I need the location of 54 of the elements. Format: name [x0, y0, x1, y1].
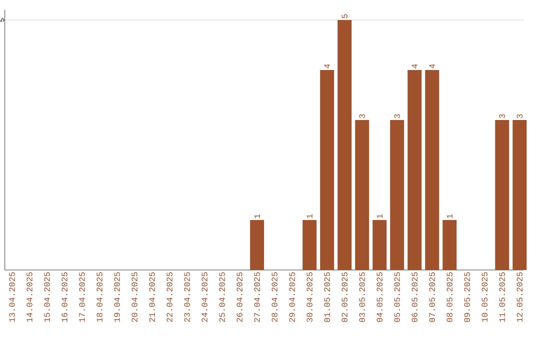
x-tick-label: 19.04.2025: [114, 272, 120, 322]
data-label: 1: [254, 214, 260, 218]
x-tick-label: 15.04.2025: [44, 272, 50, 322]
bar: [338, 20, 352, 270]
x-tick-label: 06.05.2025: [412, 272, 418, 322]
data-label: 3: [499, 114, 505, 118]
data-label: 4: [324, 64, 330, 68]
x-tick-label: 30.04.2025: [306, 272, 312, 322]
data-label: 3: [516, 114, 522, 118]
x-tick-label: 13.04.2025: [9, 272, 15, 322]
x-tick-label: 29.04.2025: [289, 272, 295, 322]
x-tick-label: 08.05.2025: [446, 272, 452, 322]
x-tick-label: 04.05.2025: [376, 272, 382, 322]
x-tick-label: 07.05.2025: [429, 272, 435, 322]
x-tick-label: 11.05.2025: [499, 272, 505, 322]
x-tick-label: 10.05.2025: [482, 272, 488, 322]
bar: [408, 70, 422, 270]
bar: [425, 70, 440, 270]
data-label: 1: [446, 214, 452, 218]
x-tick-label: 16.04.2025: [62, 272, 68, 322]
bar: [495, 120, 510, 270]
bar: [320, 70, 334, 270]
x-tick-label: 12.05.2025: [516, 272, 522, 322]
x-tick-label: 01.05.2025: [324, 272, 330, 322]
x-tick-label: 23.04.2025: [184, 272, 190, 322]
bar: [250, 220, 264, 270]
data-label: 3: [394, 114, 400, 118]
x-tick-label: 24.04.2025: [202, 272, 208, 322]
x-tick-label: 22.04.2025: [166, 272, 172, 322]
x-tick-label: 09.05.2025: [464, 272, 470, 322]
data-label: 4: [412, 64, 418, 68]
data-label: 1: [376, 214, 382, 218]
data-label: 1: [306, 214, 312, 218]
bar: [512, 120, 527, 270]
bar: [442, 220, 457, 270]
x-tick-label: 20.04.2025: [132, 272, 138, 322]
x-tick-label: 28.04.2025: [272, 272, 278, 322]
data-label: 3: [359, 114, 365, 118]
x-tick-label: 18.04.2025: [96, 272, 102, 322]
x-tick-label: 21.04.2025: [149, 272, 155, 322]
x-tick-label: 27.04.2025: [254, 272, 260, 322]
x-tick-label: 25.04.2025: [219, 272, 225, 322]
x-tick-label: 03.05.2025: [359, 272, 365, 322]
data-label: 5: [342, 14, 348, 18]
bar: [372, 220, 387, 270]
x-tick-label: 02.05.2025: [342, 272, 348, 322]
bar: [355, 120, 370, 270]
bar: [302, 220, 317, 270]
data-label: 4: [429, 64, 435, 68]
bar: [390, 120, 404, 270]
x-tick-label: 26.04.2025: [236, 272, 242, 322]
x-tick-label: 14.04.2025: [26, 272, 32, 322]
x-tick-label: 05.05.2025: [394, 272, 400, 322]
x-tick-label: 17.04.2025: [79, 272, 85, 322]
